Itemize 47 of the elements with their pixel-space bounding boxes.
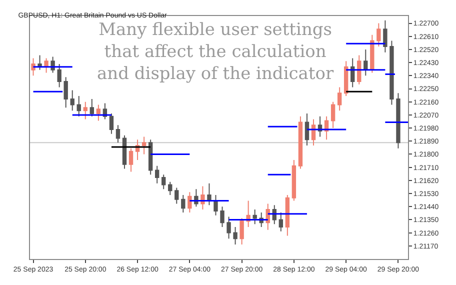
candlestick — [83, 101, 88, 120]
candlestick — [220, 206, 224, 228]
candlestick — [188, 192, 192, 213]
candlestick — [226, 216, 231, 240]
candlestick — [330, 101, 336, 129]
candlestick — [396, 92, 400, 149]
candlestick — [116, 124, 120, 144]
candlestick — [266, 203, 270, 230]
candlestick — [31, 58, 36, 76]
candlestick — [154, 165, 160, 184]
candlestick — [214, 194, 218, 216]
candlestick — [122, 134, 127, 170]
candlestick — [207, 182, 212, 206]
candlestick — [311, 118, 316, 146]
candlestick — [148, 139, 153, 176]
candlestick — [252, 209, 257, 225]
candlestick — [181, 194, 186, 213]
candlestick — [240, 218, 244, 245]
candlestick — [90, 98, 94, 117]
candlestick — [233, 226, 238, 245]
candlestick — [292, 160, 296, 202]
candlestick — [304, 112, 310, 146]
candlestick — [64, 76, 68, 108]
candlestick — [364, 48, 368, 76]
candlestick — [96, 104, 101, 122]
candlestick — [109, 112, 114, 134]
candlestick — [162, 174, 166, 190]
candlestick — [57, 64, 62, 88]
candlestick — [324, 116, 329, 140]
candlestick — [298, 116, 303, 170]
candlestick — [357, 54, 362, 85]
candlestick — [174, 187, 179, 204]
annotation: Many flexible user settings that affect the calculation and display of the indicator — [97, 20, 334, 84]
candlestick — [390, 40, 394, 106]
candlestick — [350, 58, 355, 88]
candlestick — [70, 90, 74, 112]
candlestick — [383, 20, 388, 53]
candlestick — [344, 60, 348, 97]
candlestick — [278, 212, 284, 232]
candlestick — [337, 86, 342, 112]
candlestick — [76, 96, 81, 117]
candlestick — [142, 136, 146, 155]
candlestick — [128, 148, 134, 172]
candlestick — [285, 194, 290, 236]
candlestick — [168, 181, 172, 196]
candlestick — [370, 34, 374, 74]
candlestick — [376, 22, 381, 48]
